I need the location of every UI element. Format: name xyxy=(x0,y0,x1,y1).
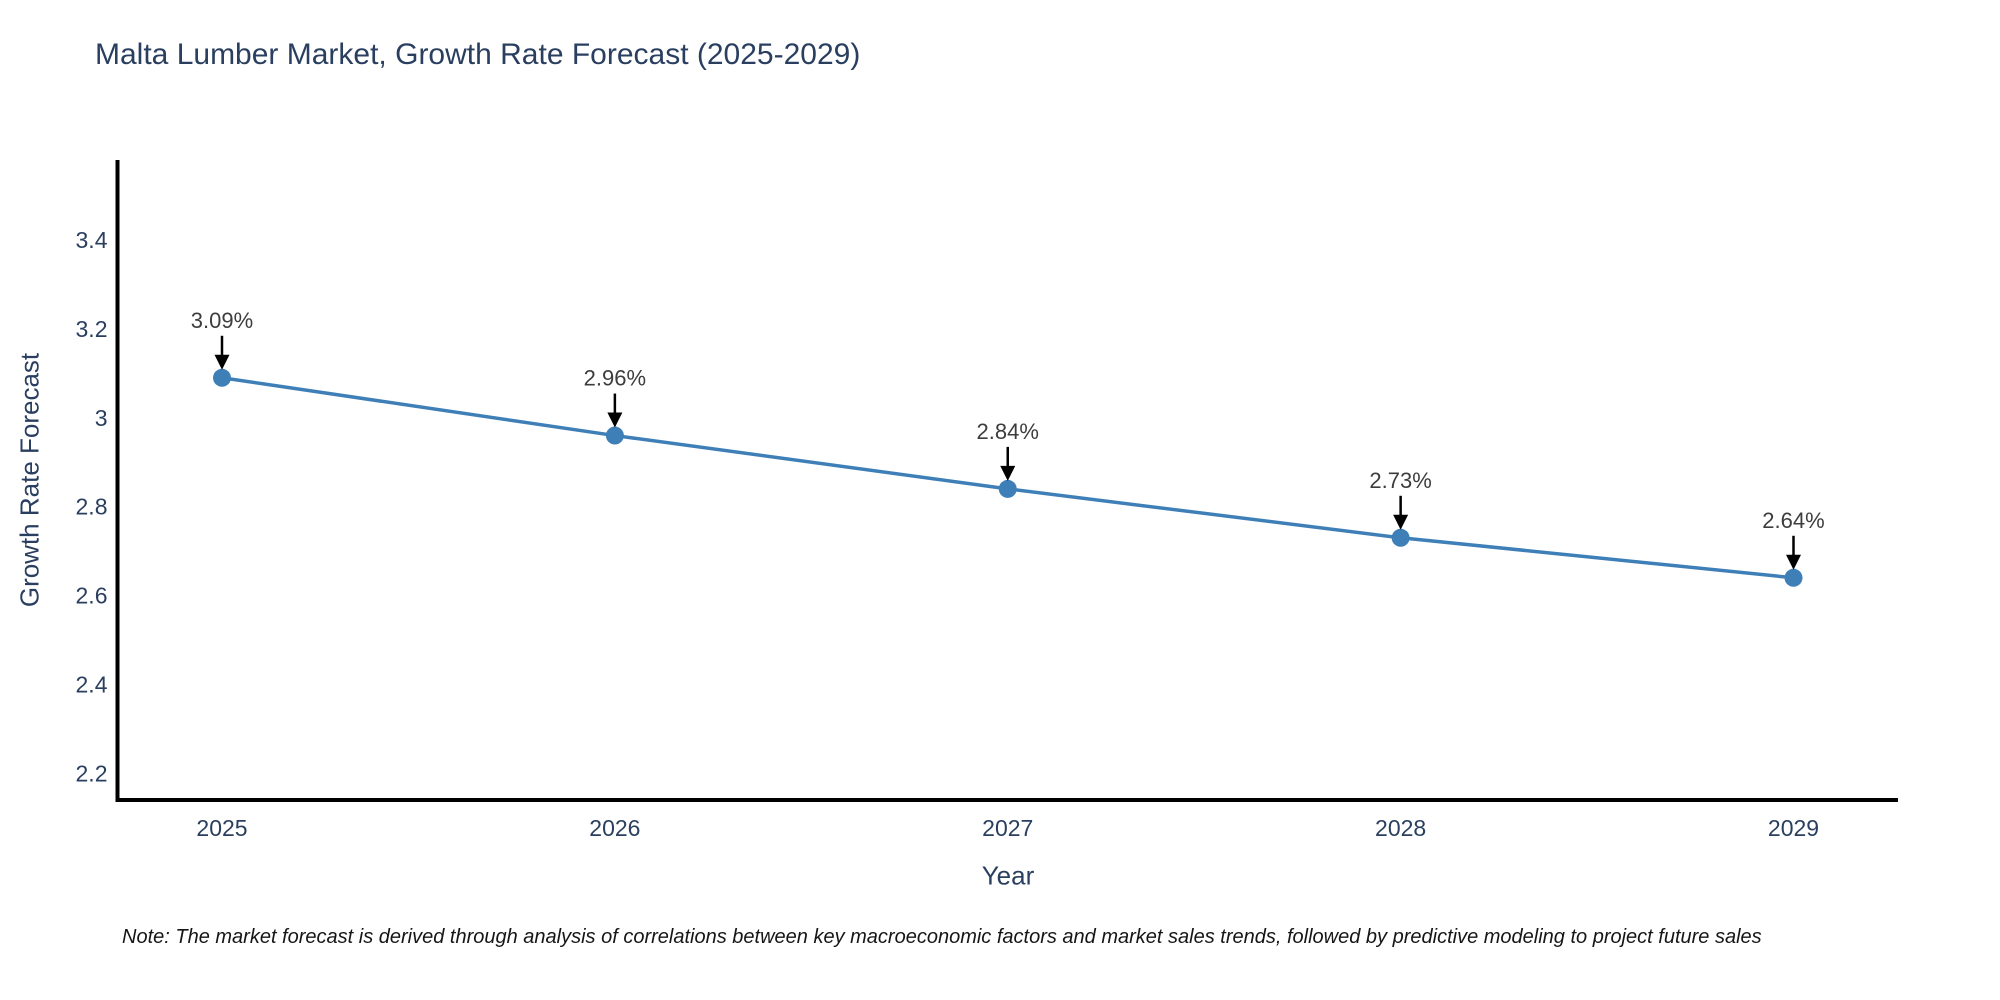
x-tick-label: 2029 xyxy=(1768,815,1819,841)
annotation-arrow-head xyxy=(1393,514,1409,530)
annotation-arrow-head xyxy=(214,354,230,370)
point-value-label: 2.64% xyxy=(1762,508,1824,533)
point-value-label: 2.73% xyxy=(1369,468,1431,493)
chart-title: Malta Lumber Market, Growth Rate Forecas… xyxy=(95,38,861,71)
footnote: Note: The market forecast is derived thr… xyxy=(122,926,1762,948)
point-value-label: 3.09% xyxy=(191,308,253,333)
annotation-arrow-head xyxy=(1786,554,1801,570)
y-tick-label: 2.4 xyxy=(76,671,108,697)
data-point-marker xyxy=(213,368,231,387)
data-point-marker xyxy=(605,426,624,445)
x-axis-title: Year xyxy=(981,860,1035,891)
y-tick-label: 3 xyxy=(95,405,108,431)
annotation-arrow-head xyxy=(1000,465,1016,481)
data-point-marker xyxy=(998,479,1017,498)
y-tick-label: 2.2 xyxy=(76,760,108,786)
y-tick-label: 2.6 xyxy=(76,583,108,609)
point-value-label: 2.84% xyxy=(977,419,1039,444)
x-tick-label: 2026 xyxy=(589,815,640,841)
data-point-marker xyxy=(1391,528,1410,547)
y-tick-label: 3.2 xyxy=(76,316,108,342)
data-point-marker xyxy=(1784,568,1803,587)
point-value-label: 2.96% xyxy=(584,366,646,391)
x-tick-label: 2025 xyxy=(196,815,247,841)
x-tick-label: 2028 xyxy=(1375,815,1426,841)
y-tick-label: 2.8 xyxy=(76,494,108,520)
annotation-arrow-head xyxy=(607,412,623,428)
y-tick-label: 3.4 xyxy=(76,227,108,253)
x-tick-label: 2027 xyxy=(982,815,1033,841)
